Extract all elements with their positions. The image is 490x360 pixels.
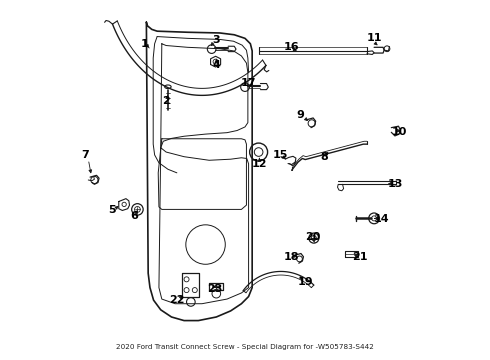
Text: 14: 14	[373, 215, 389, 224]
Text: 2020 Ford Transit Connect Screw - Special Diagram for -W505783-S442: 2020 Ford Transit Connect Screw - Specia…	[116, 345, 374, 350]
Text: 23: 23	[207, 284, 222, 294]
Text: 5: 5	[108, 206, 116, 216]
Text: 21: 21	[352, 252, 368, 262]
Text: 9: 9	[296, 111, 304, 121]
Text: 1: 1	[141, 39, 148, 49]
Text: 13: 13	[388, 179, 403, 189]
Text: 7: 7	[81, 150, 89, 160]
Text: 4: 4	[212, 59, 220, 69]
Text: 6: 6	[130, 211, 138, 221]
Text: 19: 19	[298, 277, 314, 287]
Text: 8: 8	[320, 152, 328, 162]
Text: 12: 12	[251, 159, 267, 169]
Text: 3: 3	[213, 35, 220, 45]
Text: 20: 20	[305, 232, 321, 242]
Text: 17: 17	[241, 78, 256, 88]
Text: 16: 16	[284, 42, 299, 52]
Text: 22: 22	[169, 295, 185, 305]
Text: 15: 15	[273, 150, 289, 160]
Text: 11: 11	[367, 33, 382, 43]
Text: 2: 2	[162, 96, 170, 106]
Text: 18: 18	[284, 252, 299, 262]
Text: 10: 10	[392, 127, 407, 136]
